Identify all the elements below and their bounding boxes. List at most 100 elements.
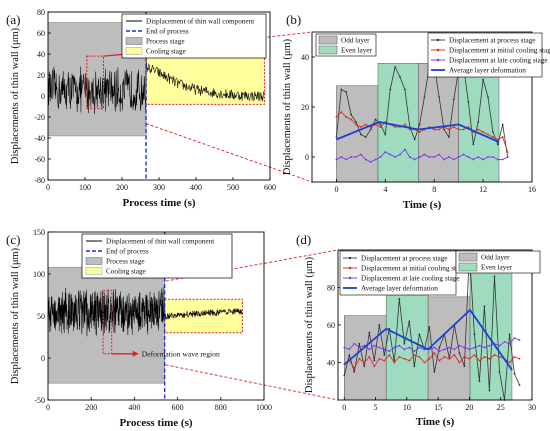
panel-b-series-point: [345, 158, 348, 161]
panel-d-legend-label: Displacement at late cooling stage: [361, 275, 460, 283]
panel-b-series-point: [447, 136, 450, 138]
panel-b-series-point: [340, 88, 343, 91]
panel-a-legend-box: [121, 13, 267, 59]
panel-d-series-point: [408, 346, 411, 349]
panel-b-series-point: [418, 131, 421, 133]
panel-d-series-point: [498, 344, 501, 347]
panel-b-series-point: [345, 91, 348, 93]
panel-d-layer-legend-swatch: [458, 252, 478, 262]
panel-b-legend-marker: [436, 48, 440, 52]
panel-b-series-point: [364, 123, 367, 126]
panel-d-series-point: [373, 359, 376, 362]
panel-a-xlabel: Process time (s): [122, 197, 195, 209]
panel-d-series-point: [413, 354, 416, 356]
panel-b-series-point: [350, 156, 353, 158]
panel-b-chart: 0 4 8 12 16 0 20 40 Time (s) Displacements of thi…: [282, 12, 550, 211]
panel-d-series-point: [448, 346, 451, 349]
panel-b-series-point: [467, 101, 470, 103]
panel-b-series-point: [447, 128, 450, 131]
panel-b-series-point: [467, 156, 470, 158]
panel-b-layer-legend-swatch: [318, 35, 338, 45]
panel-d-series-point: [358, 346, 361, 349]
panel-d-series-point: [383, 348, 386, 351]
panel-d-series-point: [518, 339, 521, 341]
panel-d-series-point: [478, 359, 481, 362]
panel-a-ytick-label: 0: [41, 92, 45, 101]
panel-a-plot-area: [48, 12, 265, 180]
panel-d-series-point: [443, 355, 446, 358]
panel-c-series-displacement: [48, 287, 243, 337]
panel-d-series-point: [368, 331, 371, 334]
panel-b-series-point: [340, 111, 343, 113]
panel-d-series-point: [343, 374, 346, 377]
panel-c-ytick-label: 150: [33, 228, 45, 237]
panel-b-series-point: [472, 158, 475, 161]
panel-c-plot-area: [48, 232, 243, 400]
panel-b-series-point: [379, 123, 382, 126]
panel-d-legend-box: [339, 250, 457, 296]
panel-b-series-point: [413, 158, 416, 161]
panel-d-series-point: [378, 324, 381, 326]
panel-d-series-point: [388, 354, 391, 356]
panel-a-cooling-stage-box: [145, 53, 265, 105]
panel-d-series-point: [418, 333, 421, 336]
panel-a-xtick-label: 400: [190, 183, 202, 192]
panel-d-series-point: [398, 355, 401, 358]
panel-d-series-point: [458, 344, 461, 347]
panel-a-xtick-label: 300: [153, 183, 165, 192]
panel-d-xlabel: Time (s): [416, 416, 455, 428]
panel-a-xtick-label: 0: [46, 183, 50, 192]
panel-b-series-point: [418, 156, 421, 158]
panel-d-series-point: [418, 346, 421, 349]
panel-c-legend-label: Displacement of thin wall component: [106, 238, 214, 246]
panel-b-series-point: [369, 128, 372, 131]
panel-d-series-point: [348, 348, 351, 351]
panel-b-series-point: [438, 128, 441, 131]
panel-d-series-point: [393, 346, 396, 349]
panel-d-series-point: [468, 357, 471, 360]
panel-b-series-point: [355, 123, 357, 126]
panel-d-xtick-label: 0: [342, 403, 346, 412]
panel-b-series-point: [355, 156, 357, 158]
panel-d-legend-marker: [348, 266, 352, 270]
panel-c-panel-label: (c): [6, 232, 20, 247]
panel-d-series-point: [513, 337, 516, 340]
panel-c-ytick-label: 100: [33, 270, 45, 279]
panel-b-series-point: [487, 133, 489, 136]
panel-c-annotation-arrow-head: [132, 350, 139, 357]
panel-b-xtick-label: 12: [479, 185, 487, 194]
panel-d-chart: 0 5 10 15 20 25 30 40 60 80 Time (s) Displacements …: [296, 232, 541, 428]
panel-d-series-point: [463, 346, 466, 349]
panel-b-layer-legend-label: Odd layer: [341, 37, 370, 45]
panel-b-series-point: [428, 156, 431, 158]
panel-b-series-point: [335, 158, 338, 161]
panel-d-xtick-label: 10: [403, 403, 411, 412]
panel-d-series-point: [438, 350, 441, 353]
panel-d-series-point: [493, 275, 496, 278]
panel-b-series-point: [457, 128, 460, 131]
panel-c-xtick-label: 400: [128, 403, 140, 412]
panel-b-series-point: [501, 158, 504, 161]
panel-b-series-point: [438, 153, 441, 156]
panel-d-series-point: [488, 389, 491, 392]
panel-d-layer-box-even: [469, 251, 513, 401]
panel-d-series-point: [373, 344, 376, 347]
panel-b-series-point: [403, 123, 406, 126]
panel-b-series-point: [482, 78, 485, 81]
panel-b-series-point: [350, 118, 353, 121]
panel-a-ytick-label: 40: [37, 50, 45, 59]
panel-d-series-point: [443, 348, 446, 351]
panel-b-series-point: [438, 96, 441, 98]
panel-b-series-point: [501, 123, 504, 126]
panel-a-legend-label: Displacement of thin wall component: [146, 18, 254, 26]
panel-b-series-point: [364, 136, 367, 138]
panel-d-series-point: [368, 348, 371, 351]
panel-b-series-point: [477, 156, 480, 158]
panel-a-ytick-label: -60: [34, 155, 45, 164]
panel-c-legend-label: Process stage: [106, 258, 145, 266]
panel-a-legend-swatch-cooling: [125, 47, 143, 55]
panel-d-ytick-label: 40: [327, 358, 335, 367]
panel-d-series-line: [343, 309, 513, 371]
panel-a-panel-label: (a): [6, 12, 20, 27]
